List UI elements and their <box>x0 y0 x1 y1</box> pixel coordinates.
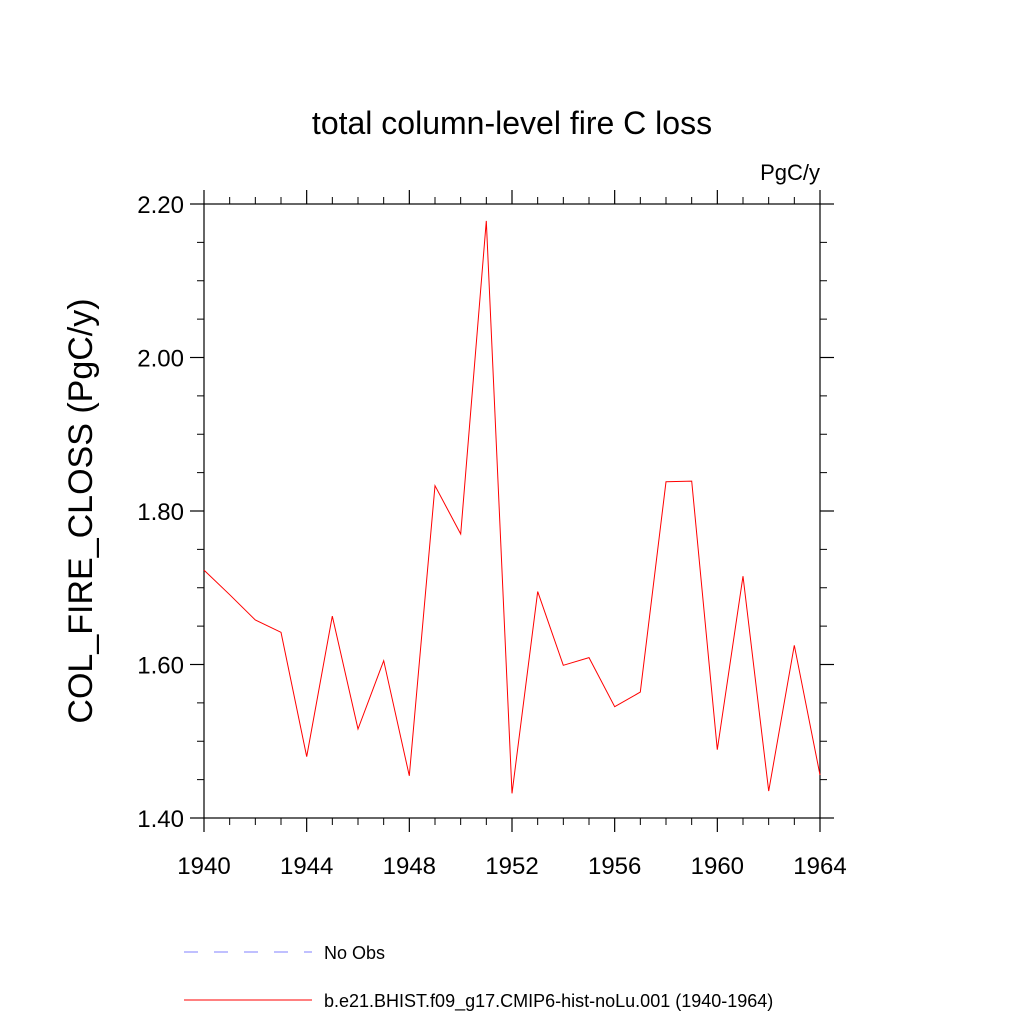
x-tick-label: 1960 <box>691 853 744 880</box>
axes: 1940 1944 1948 1952 1956 1960 1964 1.40 1.60 1.80… <box>137 190 847 880</box>
plot-frame <box>203 203 821 819</box>
legend: No Obs b.e21.BHIST.f09_g17.CMIP6-hist-noL… <box>184 943 773 1012</box>
x-tick-label: 1956 <box>588 853 641 880</box>
y-tick-label: 1.80 <box>137 499 184 526</box>
x-tick-label: 1944 <box>280 853 333 880</box>
x-tick-label: 1940 <box>177 853 230 880</box>
y-tick-label: 1.60 <box>137 653 184 680</box>
legend-label: b.e21.BHIST.f09_g17.CMIP6-hist-noLu.001 … <box>324 991 773 1012</box>
x-tick-label: 1964 <box>793 853 846 880</box>
x-tick-label: 1952 <box>485 853 538 880</box>
legend-label: No Obs <box>324 943 385 963</box>
y-tick-label: 2.00 <box>137 346 184 373</box>
y-tick-label: 1.40 <box>137 806 184 833</box>
y-tick-label: 2.20 <box>137 192 184 219</box>
units-label: PgC/y <box>760 160 820 185</box>
y-axis-label: COL_FIRE_CLOSS (PgC/y) <box>62 298 100 723</box>
x-tick-label: 1948 <box>383 853 436 880</box>
series-line-1 <box>203 220 821 794</box>
chart-title: total column-level fire C loss <box>312 105 712 141</box>
series-lines <box>203 220 821 794</box>
